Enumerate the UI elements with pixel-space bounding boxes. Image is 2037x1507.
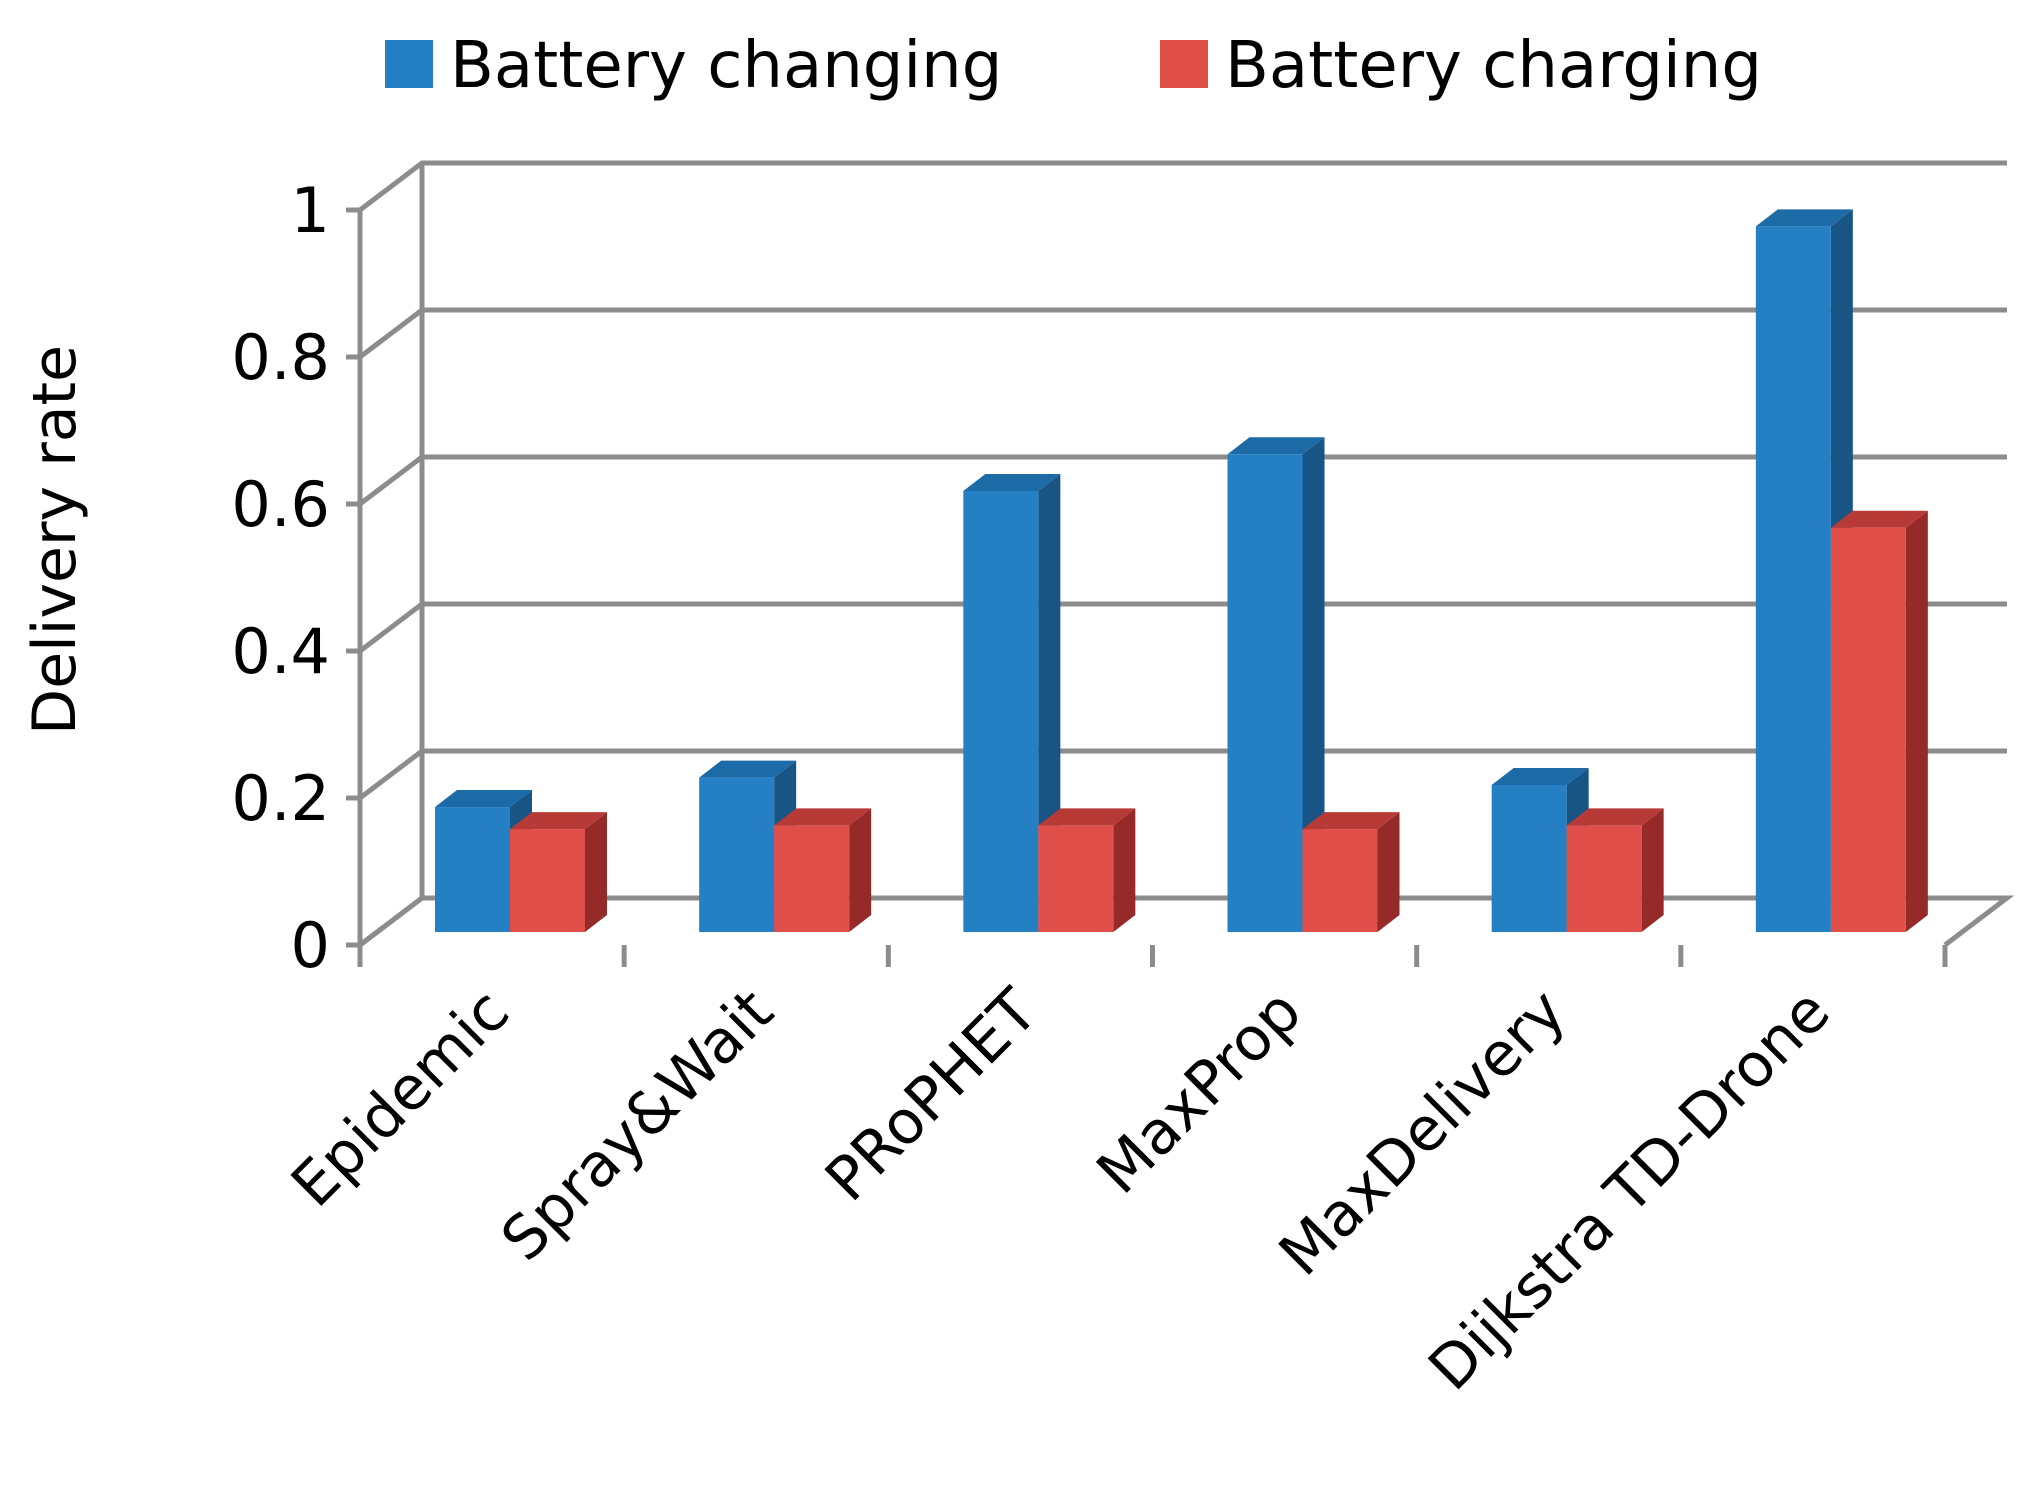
bar-side	[1302, 437, 1325, 932]
x-category-label: PRoPHET	[812, 976, 1051, 1215]
bar-front	[1566, 825, 1642, 932]
bar-front	[510, 829, 585, 932]
legend-label: Battery charging	[1225, 29, 1762, 103]
bar-side	[1905, 510, 1928, 932]
bar-top	[699, 760, 797, 778]
bar-battery-charging-1	[774, 808, 872, 932]
bar-top	[1227, 437, 1325, 455]
bar-front	[774, 825, 850, 932]
y-tick-label: 0	[291, 909, 330, 982]
bar-side	[1641, 808, 1664, 932]
bar-top	[1491, 768, 1589, 785]
gridline-5	[358, 160, 2007, 212]
legend: Battery changing Battery charging	[385, 29, 1762, 103]
bar-front	[1830, 527, 1906, 932]
axes	[346, 163, 1948, 967]
bar-battery-charging-0	[510, 812, 607, 932]
y-tick-label: 0.4	[231, 615, 330, 688]
bar-front	[1038, 825, 1114, 932]
y-tick-label: 0.8	[231, 321, 330, 394]
bar-front	[1491, 785, 1567, 932]
bar-front	[1755, 226, 1831, 932]
bar-side	[849, 808, 872, 932]
bar-battery-charging-5	[1830, 510, 1928, 932]
bar-front	[963, 491, 1039, 932]
y-tick-label: 1	[291, 174, 330, 247]
bar-top	[963, 474, 1061, 491]
bar-front	[1227, 454, 1303, 932]
y-tick-label: 0.2	[231, 762, 330, 835]
bar-side	[1377, 812, 1400, 932]
bar-battery-charging-3	[1302, 812, 1400, 932]
legend-swatch	[385, 40, 433, 88]
x-category-label: Epidemic	[278, 976, 523, 1221]
x-category-label: MaxProp	[1084, 976, 1315, 1207]
bar-battery-changing-3	[1227, 437, 1325, 932]
y-axis-title: Delivery rate	[20, 345, 90, 735]
legend-item-0: Battery changing	[385, 29, 1002, 103]
bars	[435, 209, 1928, 932]
bar-top	[1830, 510, 1928, 528]
bar-top	[1566, 808, 1664, 826]
bar-top	[510, 812, 607, 830]
legend-label: Battery changing	[450, 29, 1002, 103]
bar-top	[1755, 209, 1853, 227]
bar-front	[1302, 829, 1378, 932]
bar-front	[435, 807, 510, 932]
bar-battery-charging-2	[1038, 808, 1136, 932]
bar-top	[774, 808, 872, 826]
bar-front	[699, 777, 775, 932]
bar-top	[1038, 808, 1136, 826]
bar-top	[435, 790, 532, 808]
bar-battery-charging-4	[1566, 808, 1664, 932]
bar-side	[585, 812, 607, 932]
bar-side	[1113, 808, 1136, 932]
legend-item-1: Battery charging	[1160, 29, 1762, 103]
bar-top	[1302, 812, 1400, 830]
y-tick-label: 0.6	[231, 468, 330, 541]
x-category-label: Spray&Wait	[488, 976, 787, 1275]
legend-swatch	[1160, 40, 1208, 88]
y-tick-labels: 0 0.2 0.4 0.6 0.8 1	[231, 174, 330, 982]
